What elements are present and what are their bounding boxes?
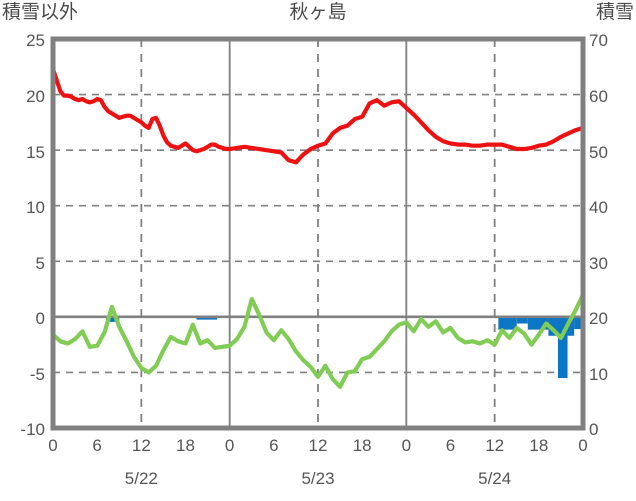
x-tick-11: 18 xyxy=(529,436,549,455)
snow-bar-2 xyxy=(498,316,517,330)
green-series-line xyxy=(50,292,586,389)
y-left-tick-4: 5 xyxy=(35,254,45,273)
y-right-tick-7: 0 xyxy=(589,420,599,439)
plot-frame xyxy=(50,36,586,431)
x-tick-1: 6 xyxy=(92,436,102,455)
x-tick-9: 6 xyxy=(445,436,456,455)
y-left-tick-7: -10 xyxy=(20,420,45,439)
y-right-tick-2: 50 xyxy=(589,143,608,162)
x-tick-0: 0 xyxy=(48,436,58,455)
y-left-tick-2: 15 xyxy=(26,143,45,162)
snow-bar-3 xyxy=(516,316,528,324)
y-left-tick-5: 0 xyxy=(35,309,45,328)
y-right-tick-5: 20 xyxy=(589,309,608,328)
green-layer-path xyxy=(50,292,586,389)
left-axis-title: 積雪以外 xyxy=(2,2,79,23)
snow-bars xyxy=(106,316,583,378)
right-axis-title: 積雪 xyxy=(595,2,634,23)
x-tick-6: 12 xyxy=(308,436,328,455)
y-left-tick-1: 20 xyxy=(26,87,45,106)
x-tick-7: 18 xyxy=(352,436,372,455)
x-date-1: 5/23 xyxy=(301,469,335,488)
snow-bar-0 xyxy=(106,316,120,322)
x-tick-4: 0 xyxy=(224,436,235,455)
x-tick-3: 18 xyxy=(176,436,195,455)
x-tick-2: 12 xyxy=(131,436,151,455)
snow-bar-8 xyxy=(574,316,583,330)
red-layer-path xyxy=(50,66,586,165)
y-left-tick-0: 25 xyxy=(26,31,45,50)
snow-bar-7 xyxy=(567,316,575,336)
x-date-0: 5/22 xyxy=(124,469,158,488)
red-series-line xyxy=(50,66,586,165)
y-right-tick-1: 60 xyxy=(589,87,608,106)
y-right-tick-6: 10 xyxy=(589,365,608,384)
y-left-tick-6: -5 xyxy=(29,365,45,384)
snow-bar-1 xyxy=(196,316,218,320)
x-tick-10: 12 xyxy=(485,436,505,455)
chart-title: 秋ヶ島 xyxy=(289,2,347,23)
y-right-tick-3: 40 xyxy=(589,198,608,217)
x-tick-12: 0 xyxy=(578,436,588,455)
snow-bar-5 xyxy=(548,316,558,336)
gridlines xyxy=(53,39,583,428)
y-right-tick-0: 70 xyxy=(589,31,608,50)
x-date-2: 5/24 xyxy=(478,469,512,488)
x-tick-5: 6 xyxy=(269,436,279,455)
snow-bar-6 xyxy=(557,316,568,378)
y-left-tick-3: 10 xyxy=(26,198,45,217)
y-right-tick-4: 30 xyxy=(589,254,608,273)
x-tick-8: 0 xyxy=(401,436,412,455)
